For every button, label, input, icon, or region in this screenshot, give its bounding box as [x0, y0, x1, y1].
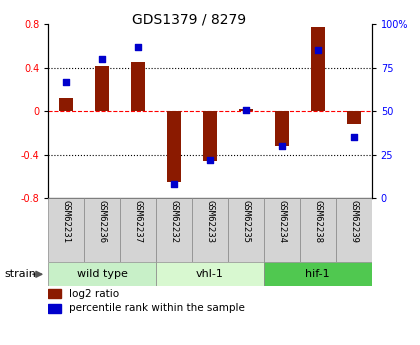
Bar — [336, 198, 372, 262]
Text: GSM62232: GSM62232 — [170, 200, 178, 243]
Bar — [203, 111, 217, 161]
Bar — [131, 62, 145, 111]
Point — [135, 44, 142, 50]
Bar — [311, 27, 325, 111]
Bar — [48, 198, 84, 262]
Bar — [48, 262, 156, 286]
Text: wild type: wild type — [77, 269, 128, 279]
Point — [207, 157, 213, 163]
Bar — [59, 98, 74, 111]
Bar — [275, 111, 289, 146]
Bar — [239, 109, 253, 111]
Bar — [48, 304, 61, 313]
Text: GSM62234: GSM62234 — [277, 200, 286, 243]
Bar — [264, 262, 372, 286]
Text: GSM62233: GSM62233 — [205, 200, 215, 243]
Point — [315, 48, 321, 53]
Point — [350, 135, 357, 140]
Text: vhl-1: vhl-1 — [196, 269, 224, 279]
Bar — [156, 198, 192, 262]
Point — [99, 56, 105, 62]
Text: GSM62237: GSM62237 — [134, 200, 143, 243]
Bar — [300, 198, 336, 262]
Text: GSM62239: GSM62239 — [349, 200, 358, 243]
Text: hif-1: hif-1 — [305, 269, 330, 279]
Bar — [156, 262, 264, 286]
Text: log2 ratio: log2 ratio — [69, 289, 119, 299]
Text: GSM62235: GSM62235 — [241, 200, 250, 243]
Bar — [228, 198, 264, 262]
Text: GSM62238: GSM62238 — [313, 200, 322, 243]
Text: GSM62231: GSM62231 — [62, 200, 71, 243]
Bar — [84, 198, 120, 262]
Bar — [95, 66, 109, 111]
Bar — [167, 111, 181, 182]
Text: strain: strain — [4, 269, 36, 279]
Text: percentile rank within the sample: percentile rank within the sample — [69, 303, 245, 313]
Text: GDS1379 / 8279: GDS1379 / 8279 — [132, 12, 246, 26]
Bar — [120, 198, 156, 262]
Point — [278, 144, 285, 149]
Bar — [48, 289, 61, 298]
Text: GSM62236: GSM62236 — [98, 200, 107, 243]
Point — [63, 79, 70, 85]
Bar — [346, 111, 361, 124]
Bar — [192, 198, 228, 262]
Bar — [264, 198, 300, 262]
Point — [171, 182, 177, 187]
Point — [243, 107, 249, 112]
